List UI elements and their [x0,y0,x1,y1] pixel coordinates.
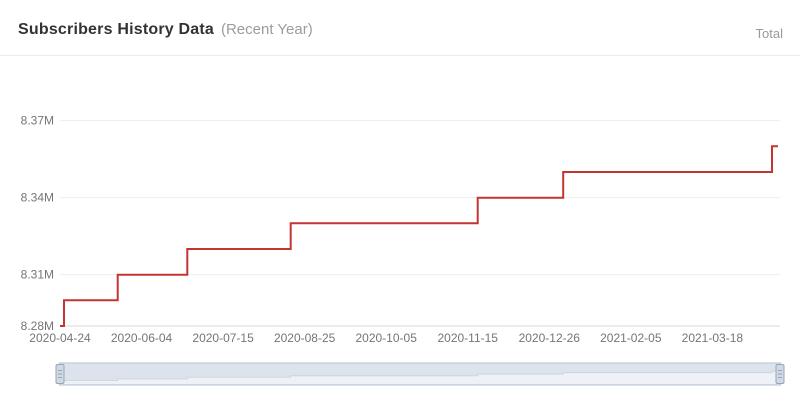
page-subtitle: (Recent Year) [220,21,313,38]
chart-canvas: 8.28M 8.31M 8.34M 8.37M 2020-04-24 2020-06-04… [21,114,785,386]
y-tick-label: 8.37M [21,114,54,128]
x-tick-label: 2020-12-26 [519,331,581,345]
x-tick-label: 2020-07-15 [192,331,254,345]
page-title: Subscribers History Data [18,21,214,38]
x-tick-label: 2020-10-05 [355,331,417,345]
series-line-total [60,145,778,327]
x-tick-label: 2021-02-05 [600,331,662,345]
x-tick-label: 2020-04-24 [29,331,91,345]
x-tick-label: 2021-03-18 [682,331,744,345]
series-legend-total[interactable]: Total [755,26,783,41]
y-tick-label: 8.28M [21,319,54,333]
x-tick-label: 2020-11-15 [437,331,498,345]
card-header: Subscribers History Data (Recent Year) T… [0,0,800,56]
subscribers-history-chart: 8.28M 8.31M 8.34M 8.37M 2020-04-24 2020-06-04… [0,56,800,409]
y-tick-label: 8.34M [21,191,54,205]
title-row: Subscribers History Data (Recent Year) [18,21,313,39]
datazoom-data-shadow [60,371,780,384]
datazoom-shadow-line [60,370,780,383]
x-tick-label: 2020-06-04 [111,331,173,345]
x-tick-label: 2020-08-25 [274,331,336,345]
y-tick-label: 8.31M [21,268,54,282]
